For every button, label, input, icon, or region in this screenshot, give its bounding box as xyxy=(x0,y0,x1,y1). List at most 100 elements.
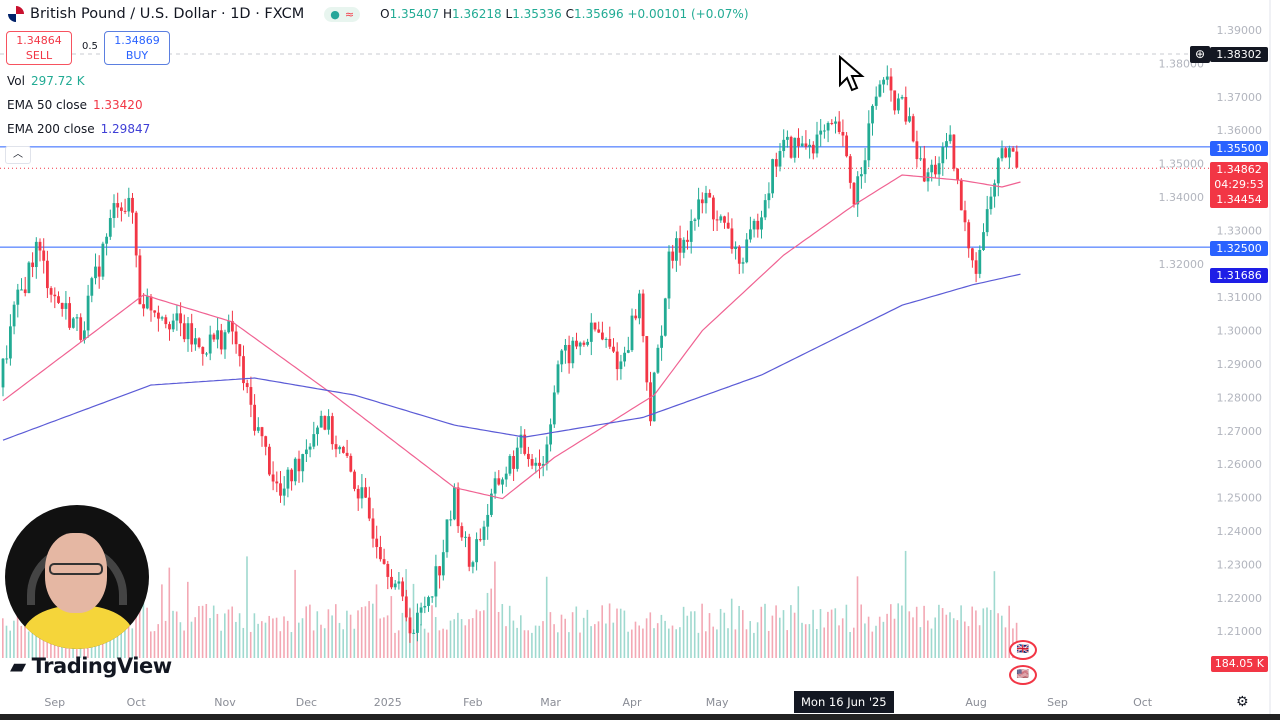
volume-bar xyxy=(364,606,367,658)
candle-up xyxy=(908,116,911,122)
candle-up xyxy=(985,209,989,233)
volume-bar xyxy=(893,618,896,658)
candle-up xyxy=(826,122,830,131)
volume-bar xyxy=(941,608,944,658)
volume-bar xyxy=(760,606,763,658)
candle-up xyxy=(9,326,12,359)
candle-up xyxy=(564,344,567,351)
candle-down xyxy=(242,356,245,384)
volume-bar xyxy=(808,624,811,658)
level-price-label-high: 1.35500 xyxy=(1210,141,1268,156)
volume-bar xyxy=(527,630,529,658)
candle-up xyxy=(312,434,316,447)
volume-bar xyxy=(753,632,755,658)
volume-bar xyxy=(9,630,11,658)
candle-up xyxy=(94,266,97,279)
volume-bar xyxy=(823,627,825,658)
volume-bar xyxy=(146,607,148,658)
candle-up xyxy=(434,566,438,597)
volume-bar xyxy=(453,619,455,658)
candle-down xyxy=(649,382,652,422)
candle-up xyxy=(486,514,490,527)
candle-up xyxy=(823,130,826,132)
volume-bar xyxy=(312,630,315,658)
candle-down xyxy=(922,158,926,182)
candle-up xyxy=(475,539,478,563)
collapse-legend-button[interactable]: ︿ xyxy=(5,146,31,164)
volume-bar xyxy=(349,614,352,658)
volume-bar xyxy=(434,617,437,658)
candle-down xyxy=(382,559,386,564)
chart-settings-icon[interactable]: ⚙ xyxy=(1236,694,1249,710)
candle-up xyxy=(1,358,5,388)
candle-up xyxy=(878,84,882,97)
add-alert-plus-icon[interactable]: ⊕ xyxy=(1190,46,1210,63)
volume-bar xyxy=(490,588,492,658)
candle-down xyxy=(956,168,959,180)
volume-bar xyxy=(431,605,433,658)
uk-event-flag-icon[interactable]: 🇬🇧 xyxy=(1009,640,1037,660)
volume-bar xyxy=(897,603,899,658)
candle-down xyxy=(601,332,604,340)
buy-button[interactable]: 1.34869 BUY xyxy=(104,31,170,65)
candle-up xyxy=(578,342,582,347)
volume-bar xyxy=(745,629,748,658)
candle-down xyxy=(131,197,134,213)
us-event-flag-icon[interactable]: 🇺🇸 xyxy=(1009,665,1037,685)
tradingview-logo: ▰ TradingView xyxy=(10,654,172,678)
candle-down xyxy=(523,434,527,454)
candle-up xyxy=(871,105,874,124)
volume-bar xyxy=(235,621,237,658)
volume-bar xyxy=(919,627,922,658)
candle-up xyxy=(145,296,149,309)
volume-bar xyxy=(834,608,837,658)
volume-bar xyxy=(423,628,426,658)
y-tick-label: 1.21000 xyxy=(1217,625,1263,638)
symbol-header: British Pound / U.S. Dollar · 1D · FXCM … xyxy=(8,6,749,22)
candle-down xyxy=(38,241,42,251)
candle-up xyxy=(800,143,804,147)
volume-bar xyxy=(682,606,685,658)
volume-bar xyxy=(560,614,563,658)
candle-up xyxy=(704,192,708,204)
candle-down xyxy=(142,304,145,309)
volume-bar xyxy=(804,624,807,658)
volume-bar xyxy=(967,626,970,658)
volume-bar xyxy=(912,617,914,658)
volume-bar xyxy=(142,592,145,658)
volume-bar xyxy=(138,608,141,658)
volume-bar xyxy=(545,576,548,658)
candle-down xyxy=(323,415,327,430)
candle-down xyxy=(712,197,715,220)
y-tick-label: 1.35000 xyxy=(1159,158,1205,171)
y-tick-label: 1.31000 xyxy=(1217,291,1263,304)
candle-up xyxy=(445,519,449,553)
volume-bar xyxy=(949,612,951,658)
symbol-title[interactable]: British Pound / U.S. Dollar · 1D · FXCM xyxy=(30,6,305,22)
volume-bar xyxy=(520,615,522,658)
candle-down xyxy=(179,313,182,324)
legend-ema200[interactable]: EMA 200 close 1.29847 xyxy=(7,122,151,136)
volume-bar xyxy=(993,571,996,658)
candle-up xyxy=(874,96,878,106)
candle-up xyxy=(127,197,131,212)
ema200-line xyxy=(2,273,1021,441)
sell-button[interactable]: 1.34864 SELL xyxy=(6,31,72,65)
candle-down xyxy=(700,199,704,204)
volume-bar xyxy=(505,626,507,658)
candle-up xyxy=(856,176,860,205)
volume-bar xyxy=(224,613,226,658)
y-tick-label: 1.30000 xyxy=(1217,325,1263,338)
candle-down xyxy=(238,344,242,357)
volume-bar xyxy=(871,631,874,658)
volume-bar xyxy=(989,609,992,658)
market-status-badge[interactable]: ● ≈ xyxy=(324,6,361,22)
volume-bar xyxy=(564,618,566,658)
volume-bar xyxy=(353,628,356,658)
legend-volume[interactable]: Vol 297.72 K xyxy=(7,74,85,88)
candle-down xyxy=(934,164,937,175)
legend-ema50[interactable]: EMA 50 close 1.33420 xyxy=(7,98,143,112)
volume-bar xyxy=(486,592,489,658)
volume-bar xyxy=(172,610,174,658)
